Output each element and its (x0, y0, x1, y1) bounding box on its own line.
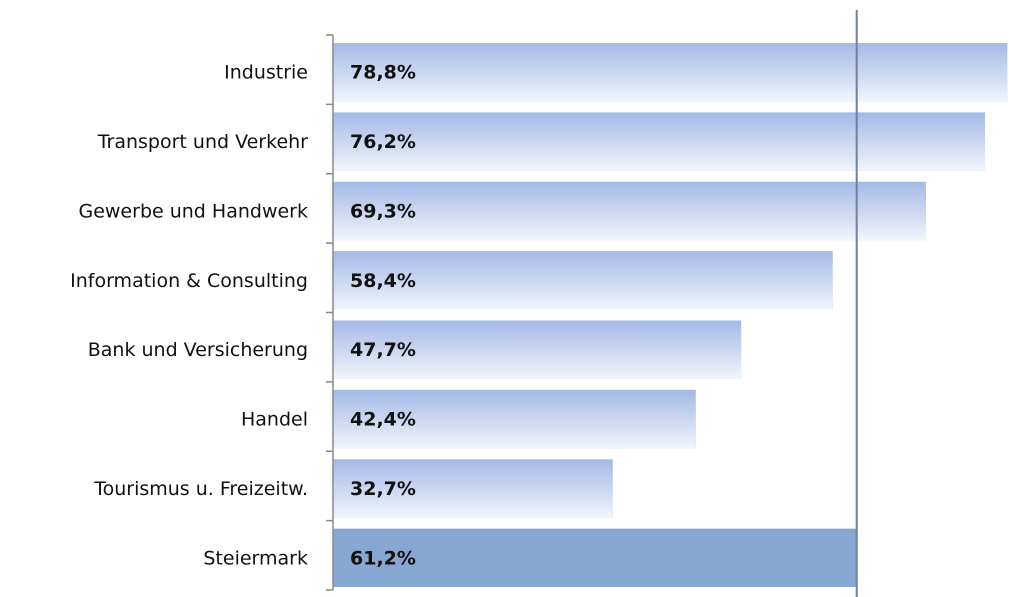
value-label: 32,7% (350, 478, 416, 500)
category-label: Industrie (224, 62, 308, 84)
value-label: 42,4% (350, 409, 416, 431)
category-label: Bank und Versicherung (88, 339, 308, 361)
value-label: 76,2% (350, 131, 416, 153)
bar-shade (333, 320, 742, 379)
value-label: 58,4% (350, 270, 416, 292)
bar-shade (333, 251, 833, 310)
category-label: Information & Consulting (70, 270, 308, 292)
category-label: Gewerbe und Handwerk (78, 200, 308, 222)
category-label: Transport und Verkehr (97, 131, 308, 153)
bar-shade (333, 459, 613, 518)
bar (333, 528, 857, 587)
value-label: 78,8% (350, 62, 416, 84)
bar-shade (333, 181, 926, 241)
value-label: 61,2% (350, 547, 416, 569)
category-label: Tourismus u. Freizeitw. (93, 478, 308, 500)
category-label: Handel (241, 409, 308, 431)
category-label: Steiermark (203, 547, 308, 569)
bar-shade (333, 389, 696, 449)
value-label: 47,7% (350, 339, 416, 361)
bar-shade (333, 43, 1008, 102)
bar-shade (333, 112, 986, 171)
value-label: 69,3% (350, 200, 416, 222)
